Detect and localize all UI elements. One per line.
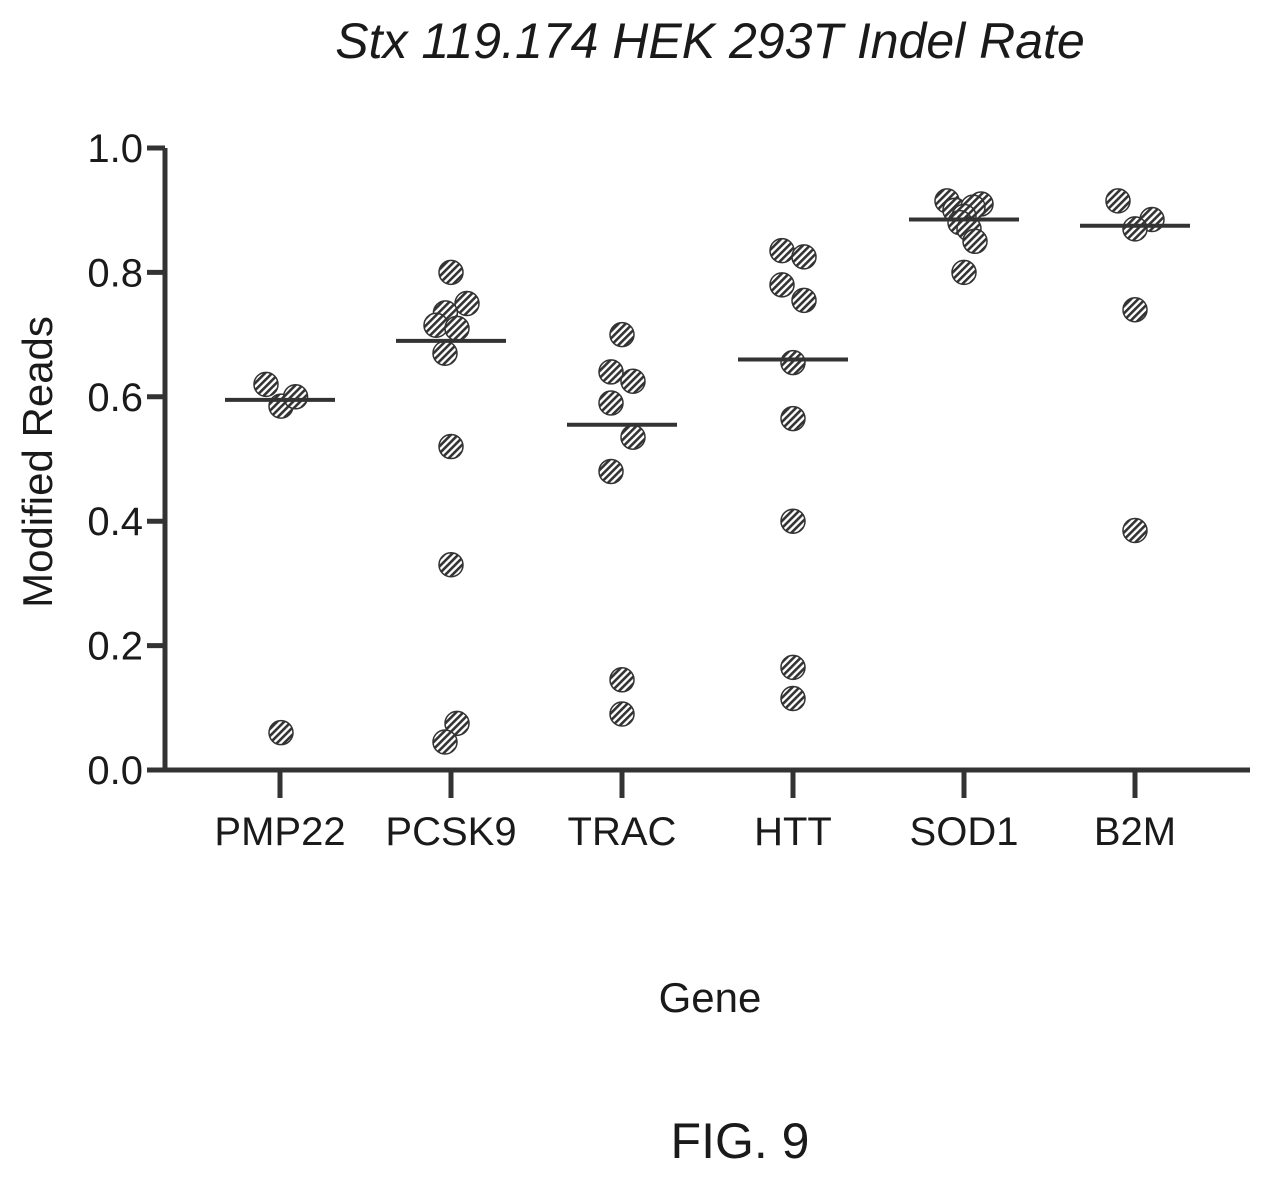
data-point [769,272,795,298]
y-tick-label: 0.4 [87,500,143,544]
x-tick-label: PMP22 [214,810,345,854]
data-point [598,458,624,485]
y-tick-label: 0.8 [87,251,143,295]
data-point [791,244,817,270]
data-point [454,290,480,317]
data-point [438,259,464,286]
data-point [438,551,464,578]
y-tick-label: 0.0 [87,749,143,793]
data-point [253,371,279,398]
data-point [780,349,806,376]
x-tick-label: SOD1 [910,810,1019,854]
x-tick-label: TRAC [568,810,677,854]
data-point [432,729,458,755]
data-point [620,368,646,394]
data-point [282,384,309,410]
y-tick-label: 0.6 [87,376,143,420]
y-axis-label: Modified Reads [14,316,61,608]
data-point [1122,517,1148,544]
chart-title: Stx 119.174 HEK 293T Indel Rate [335,13,1085,69]
data-point [769,237,795,264]
data-point [1122,216,1148,242]
data-point [444,315,470,342]
data-point [780,508,806,534]
data-point [444,710,470,737]
data-point [962,228,988,255]
data-point [423,312,449,339]
data-point [780,654,806,681]
data-point [609,321,635,348]
data-point [1122,296,1148,323]
data-point [268,719,294,746]
data-point [951,259,977,286]
data-point [620,424,646,450]
y-tick-label: 1.0 [87,127,143,171]
x-tick-label: B2M [1094,810,1176,854]
plot-area: 0.0 0.2 0.4 0.6 0.8 1.0 PMP22 PCSK9 TRAC HTT SOD1 B… [87,127,1250,854]
data-point [609,667,635,693]
data-point [780,405,806,432]
data-point [1105,188,1131,214]
data-point [791,287,817,314]
x-tick-label: HTT [754,810,832,854]
data-point [598,359,624,385]
x-axis-label: Gene [659,974,762,1021]
x-tick-label: PCSK9 [385,810,516,854]
figure-label: FIG. 9 [671,1113,810,1169]
data-point [438,433,464,460]
data-point [432,340,458,367]
y-tick-label: 0.2 [87,625,143,669]
data-point [609,701,635,727]
data-point [780,685,806,712]
data-point [598,390,624,416]
